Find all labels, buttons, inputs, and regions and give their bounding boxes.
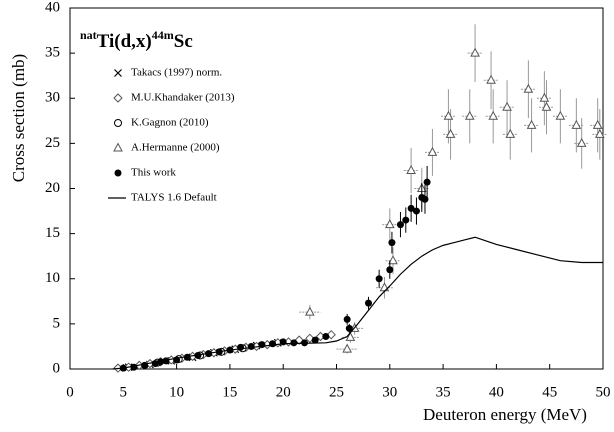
marker-dot <box>247 342 255 350</box>
legend-label: M.U.Khandaker (2013) <box>131 92 235 104</box>
x-tick-label: 35 <box>436 384 451 400</box>
marker-dot <box>130 363 138 371</box>
marker-triangle <box>443 110 454 120</box>
x-tick-label: 20 <box>276 384 291 400</box>
marker-triangle <box>384 219 395 229</box>
marker-triangle <box>571 119 582 129</box>
y-tick-label: 20 <box>45 180 60 196</box>
marker-triangle <box>470 47 480 57</box>
marker-triangle <box>502 101 512 111</box>
marker-triangle <box>523 83 534 93</box>
y-tick-label: 35 <box>45 45 60 61</box>
marker-dot <box>396 221 404 229</box>
marker-dot <box>237 343 245 351</box>
marker-dot <box>402 216 410 224</box>
marker-dot <box>311 336 319 344</box>
marker-triangle <box>445 128 456 138</box>
marker-triangle <box>594 128 605 138</box>
marker-circle <box>114 119 122 127</box>
marker-triangle <box>576 137 587 147</box>
marker-triangle <box>406 164 416 174</box>
marker-x <box>114 69 122 77</box>
title-sup: nat <box>80 28 97 42</box>
marker-dot <box>162 357 170 365</box>
y-tick-label: 0 <box>53 360 61 376</box>
x-tick-label: 50 <box>596 384 611 400</box>
marker-triangle <box>526 119 537 129</box>
title-main: Sc <box>174 31 193 52</box>
legend-label: A.Hermanne (2000) <box>131 142 220 154</box>
x-tick-label: 45 <box>542 384 557 400</box>
marker-triangle <box>113 142 123 152</box>
marker-triangle <box>305 306 315 316</box>
y-axis-label: Cross section (mb) <box>9 54 28 182</box>
x-tick-label: 10 <box>169 384 184 400</box>
marker-dot <box>412 207 420 215</box>
marker-dot <box>343 315 351 323</box>
title-main: Ti(d,x) <box>97 31 152 52</box>
marker-dot <box>290 339 298 347</box>
marker-triangle <box>388 255 398 265</box>
marker-triangle <box>345 331 356 341</box>
marker-dot <box>375 275 383 283</box>
y-tick-label: 40 <box>45 0 60 15</box>
marker-dot <box>423 178 431 186</box>
x-tick-label: 0 <box>66 384 74 400</box>
marker-dot <box>345 324 353 332</box>
marker-triangle <box>541 101 552 111</box>
x-tick-label: 15 <box>222 384 237 400</box>
marker-dot <box>364 299 372 307</box>
marker-dot <box>183 353 191 361</box>
y-tick-label: 10 <box>45 270 60 286</box>
marker-dot <box>269 340 277 348</box>
x-tick-label: 25 <box>329 384 344 400</box>
marker-dot <box>421 195 429 203</box>
legend-label: This work <box>131 167 176 179</box>
marker-triangle <box>539 92 550 102</box>
marker-triangle <box>379 282 390 292</box>
marker-dot <box>386 266 394 274</box>
talys-line <box>112 236 603 370</box>
marker-dot <box>141 361 149 369</box>
chart-title: natTi(d,x)44mSc <box>80 28 193 53</box>
marker-triangle <box>464 110 475 120</box>
legend-label: Takacs (1997) norm. <box>131 67 222 79</box>
marker-dot <box>322 333 330 341</box>
marker-dot <box>157 358 165 366</box>
y-tick-label: 15 <box>45 225 60 241</box>
plot-frame <box>69 7 604 370</box>
marker-triangle <box>555 110 566 120</box>
marker-dot <box>114 169 122 177</box>
marker-triangle <box>505 128 516 138</box>
x-tick-label: 30 <box>382 384 397 400</box>
marker-triangle <box>342 343 352 353</box>
marker-diamond <box>113 93 123 103</box>
x-axis-label: Deuteron energy (MeV) <box>423 405 587 424</box>
marker-triangle <box>486 74 496 84</box>
marker-triangle <box>427 146 438 156</box>
title-sup: 44m <box>152 28 174 42</box>
legend-label: TALYS 1.6 Default <box>131 192 217 204</box>
marker-triangle <box>592 119 603 129</box>
legend-label: K.Gagnon (2010) <box>131 117 209 129</box>
y-tick-label: 25 <box>45 135 60 151</box>
y-tick-label: 30 <box>45 90 60 106</box>
marker-dot <box>407 204 415 212</box>
x-tick-label: 5 <box>120 384 128 400</box>
marker-triangle <box>488 110 499 120</box>
marker-dot <box>388 239 396 247</box>
y-tick-label: 5 <box>53 315 61 331</box>
x-tick-label: 40 <box>489 384 504 400</box>
